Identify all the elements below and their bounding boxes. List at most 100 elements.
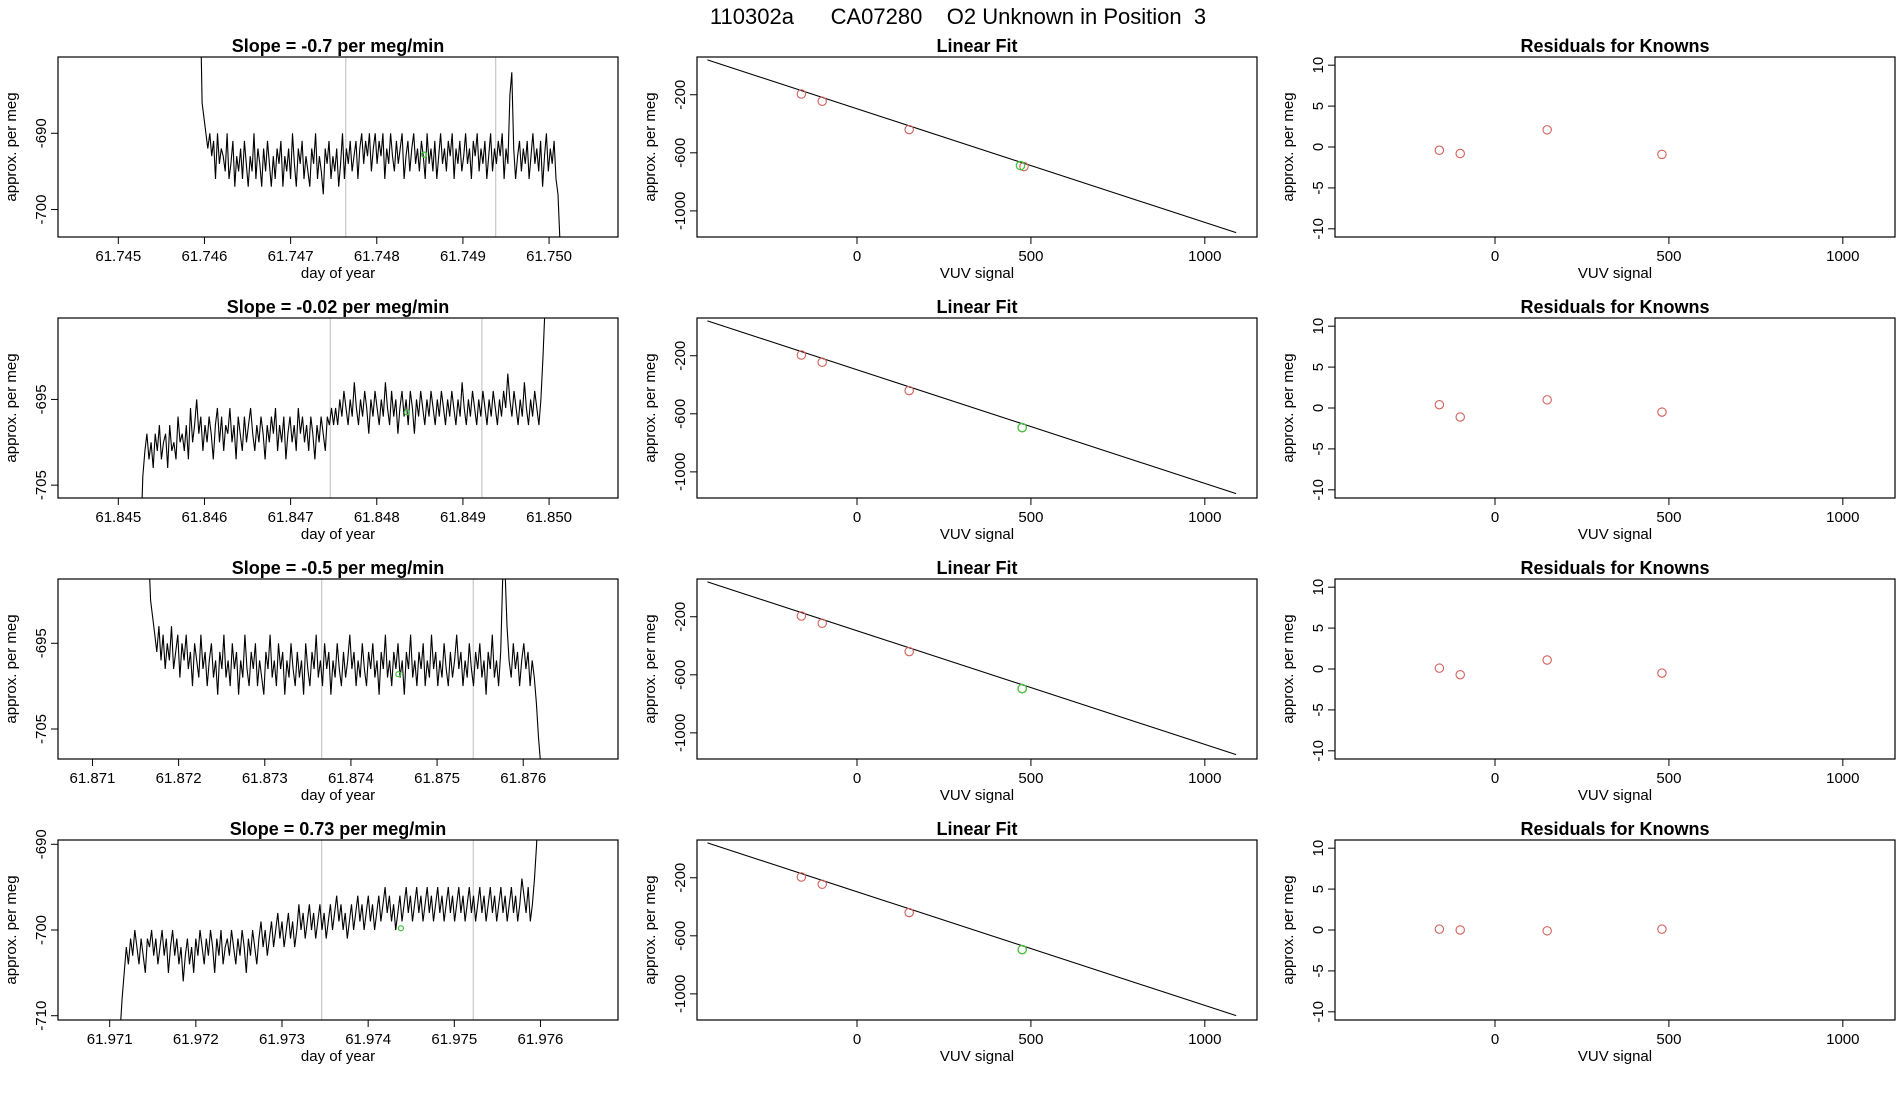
x-tick-label: 500: [1018, 509, 1043, 526]
known-point: [817, 879, 827, 890]
mean-marker-point: [397, 925, 404, 932]
y-tick-label: 0: [1310, 143, 1327, 151]
y-tick-label: -690: [33, 118, 50, 148]
known-point: [1434, 924, 1445, 934]
y-axis-label: approx. per meg: [642, 875, 659, 984]
y-tick-label: 0: [1310, 665, 1327, 673]
x-tick-label: 0: [1491, 248, 1499, 265]
x-tick-label: 1000: [1826, 248, 1859, 265]
chart-panel-11: Residuals for Knowns 0 500 1000 10 5 0 -5 -10 VUV…: [1280, 558, 1896, 804]
y-tick-label: -690: [33, 829, 50, 859]
x-tick-label: 1000: [1188, 1031, 1221, 1048]
chart-title: Linear Fit: [936, 819, 1017, 839]
x-tick-label: 0: [1491, 509, 1499, 526]
x-axis-label: day of year: [301, 265, 375, 282]
known-point: [817, 96, 827, 107]
x-axis-label: day of year: [301, 1048, 375, 1065]
known-point: [817, 618, 827, 629]
x-axis-label: day of year: [301, 787, 375, 804]
fit-line: [707, 581, 1237, 756]
unknown-point: [1015, 160, 1026, 171]
known-point: [1657, 149, 1667, 160]
data-series-line: [200, 57, 561, 237]
plot-area: [1434, 655, 1667, 680]
y-tick-label: 10: [1310, 57, 1327, 74]
chart-panel-2: Slope = -0.02 per meg/min 61.845 61.846 61.…: [3, 297, 619, 543]
x-tick-label: 0: [1491, 1031, 1499, 1048]
chart-panel-7: Linear Fit 0 500 1000 -200 -600 -1000 VUV signa…: [642, 558, 1258, 804]
x-tick-label: 1000: [1826, 770, 1859, 787]
chart-panel-10: Residuals for Knowns 0 500 1000 10 5 0 -5 -10 VUV…: [1280, 297, 1896, 543]
y-tick-label: 10: [1310, 579, 1327, 596]
x-tick-label: 500: [1018, 248, 1043, 265]
y-tick-label: 5: [1310, 885, 1327, 893]
plot-frame: [57, 578, 619, 760]
plot-frame: [696, 839, 1258, 1021]
chart-panel-3: Slope = -0.5 per meg/min 61.871 61.872 61.8…: [3, 558, 619, 804]
x-tick-label: 500: [1656, 1031, 1681, 1048]
known-point: [1455, 148, 1465, 159]
known-point: [1657, 668, 1667, 678]
known-point: [904, 646, 914, 657]
x-tick-label: 61.876: [500, 770, 546, 787]
unknown-point: [1017, 944, 1028, 955]
chart-title: Residuals for Knowns: [1520, 558, 1709, 578]
y-tick-label: -1000: [672, 192, 689, 230]
y-tick-label: -695: [33, 384, 50, 414]
x-tick-label: 500: [1656, 509, 1681, 526]
x-tick-label: 61.874: [328, 770, 374, 787]
x-tick-label: 0: [853, 509, 861, 526]
x-tick-label: 61.846: [182, 509, 228, 526]
chart-title: Linear Fit: [936, 558, 1017, 578]
x-axis-label: VUV signal: [1578, 265, 1652, 282]
page-title: 110302a CA07280 O2 Unknown in Position 3: [710, 4, 1206, 29]
known-point: [817, 357, 827, 368]
x-axis-label: VUV signal: [1578, 526, 1652, 543]
x-tick-label: 500: [1018, 770, 1043, 787]
data-series-line: [149, 579, 541, 759]
x-axis-label: VUV signal: [940, 526, 1014, 543]
x-tick-label: 61.847: [268, 509, 314, 526]
plot-area: [1434, 125, 1667, 160]
known-point: [904, 124, 914, 135]
plot-area: [707, 59, 1237, 234]
plot-frame: [696, 578, 1258, 760]
x-tick-label: 61.971: [87, 1031, 133, 1048]
chart-title: Linear Fit: [936, 297, 1017, 317]
y-axis-label: approx. per meg: [642, 614, 659, 723]
y-tick-label: -200: [672, 341, 689, 371]
plot-frame: [1334, 317, 1896, 499]
chart-title: Slope = -0.02 per meg/min: [227, 297, 450, 317]
x-tick-label: 0: [853, 248, 861, 265]
x-tick-label: 0: [1491, 770, 1499, 787]
plot-area: [1434, 924, 1667, 936]
y-tick-label: -1000: [672, 714, 689, 752]
y-tick-label: -200: [672, 80, 689, 110]
y-tick-label: -600: [672, 399, 689, 429]
y-axis-label: approx. per meg: [1280, 614, 1297, 723]
x-tick-label: 61.850: [526, 509, 572, 526]
y-axis-label: approx. per meg: [642, 92, 659, 201]
known-point: [1434, 663, 1445, 673]
known-point: [796, 611, 807, 621]
x-tick-label: 61.750: [526, 248, 572, 265]
fit-line: [707, 320, 1237, 495]
x-axis-label: VUV signal: [940, 787, 1014, 804]
chart-title: Linear Fit: [936, 36, 1017, 56]
known-point: [1455, 412, 1465, 422]
unknown-point: [1017, 422, 1028, 433]
y-tick-label: 10: [1310, 318, 1327, 335]
y-axis-label: approx. per meg: [3, 92, 20, 201]
x-tick-label: 0: [853, 770, 861, 787]
y-tick-label: -200: [672, 863, 689, 893]
x-tick-label: 1000: [1826, 1031, 1859, 1048]
y-tick-label: -10: [1310, 1001, 1327, 1023]
y-tick-label: -600: [672, 138, 689, 168]
known-point: [796, 89, 807, 99]
y-tick-label: 0: [1310, 926, 1327, 934]
chart-panel-8: Linear Fit 0 500 1000 -200 -600 -1000 VUV signa…: [642, 819, 1258, 1065]
plot-area: [707, 320, 1237, 495]
chart-title: Slope = -0.5 per meg/min: [232, 558, 445, 578]
plot-frame: [57, 839, 619, 1021]
plot-frame: [57, 317, 619, 499]
